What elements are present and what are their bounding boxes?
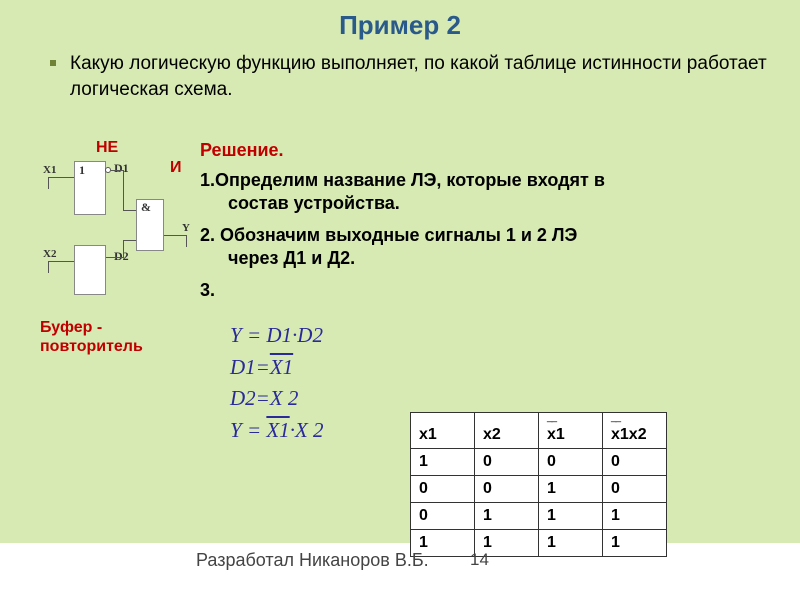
sol1-line2: состав устройства. <box>200 192 760 215</box>
cell: 1 <box>603 503 667 530</box>
th-3: __ x1x2 <box>603 413 667 449</box>
wire-d1-v <box>123 170 124 210</box>
sol1-num: 1. <box>200 170 215 190</box>
th0-txt: x1 <box>419 426 437 443</box>
solution-item-3: 3. <box>200 279 760 302</box>
sol2-line2: через Д1 и Д2. <box>200 247 760 270</box>
cell: 1 <box>603 530 667 557</box>
f1-lhs: Y <box>230 323 242 347</box>
f3-lhs: D2 <box>230 386 256 410</box>
page-number: 14 <box>470 550 489 570</box>
wire-d2-v <box>123 240 124 258</box>
wire-x2-tick <box>48 261 49 273</box>
slide-title: Пример 2 <box>0 0 800 41</box>
f2-lhs: D1 <box>230 355 256 379</box>
cell: 0 <box>411 476 475 503</box>
cell: 1 <box>539 530 603 557</box>
solution-block: Решение. 1.Определим название ЛЭ, которы… <box>200 140 760 310</box>
solution-item-1: 1.Определим название ЛЭ, которые входят … <box>200 169 760 216</box>
wire-d1-h <box>111 170 123 171</box>
sol3-num: 3. <box>200 280 215 300</box>
table-header-row: x1 x2 __ x1 __ x1x2 <box>411 413 667 449</box>
slide: Пример 2 Какую логическую функцию выполн… <box>0 0 800 543</box>
label-d1: D1 <box>114 161 129 176</box>
wire-y-tick <box>186 235 187 247</box>
label-x2: X2 <box>43 248 56 260</box>
wire-y <box>164 235 186 236</box>
label-not: НЕ <box>96 139 118 157</box>
th1-txt: x2 <box>483 426 501 443</box>
wire-x1-tick <box>48 177 49 189</box>
cell: 1 <box>411 449 475 476</box>
cell: 1 <box>475 503 539 530</box>
solution-item-2: 2. Обозначим выходные сигналы 1 и 2 ЛЭ ч… <box>200 224 760 271</box>
label-x1: X1 <box>43 164 56 176</box>
f1-a: D1 <box>266 323 292 347</box>
formula-4: Y = X1·X 2 <box>230 415 324 447</box>
th-0: x1 <box>411 413 475 449</box>
table-row: 0 0 1 0 <box>411 476 667 503</box>
th3-txt: x1x2 <box>611 426 647 443</box>
label-and: И <box>170 159 182 177</box>
gate-buffer <box>74 245 106 295</box>
table-row: 1 0 0 0 <box>411 449 667 476</box>
wire-d2-h <box>106 257 123 258</box>
th2-txt: x1 <box>547 426 565 443</box>
wire-x2 <box>48 261 74 262</box>
table-row: 0 1 1 1 <box>411 503 667 530</box>
f1-eq: = <box>247 323 261 347</box>
f1-b: D2 <box>297 323 323 347</box>
sol1-line1: Определим название ЛЭ, которые входят в <box>215 170 605 190</box>
solution-heading: Решение. <box>200 140 760 161</box>
f4-a: X1 <box>266 418 289 442</box>
buffer-caption: Буфер - повторитель <box>40 318 160 356</box>
th-2: __ x1 <box>539 413 603 449</box>
cell: 0 <box>411 503 475 530</box>
th2-ov: __ <box>547 414 556 422</box>
formulas: Y = D1·D2 D1=X1 D2=X 2 Y = X1·X 2 <box>230 320 324 446</box>
wire-d1-to-and <box>123 210 136 211</box>
cell: 1 <box>539 503 603 530</box>
task-row: Какую логическую функцию выполняет, по к… <box>0 41 800 102</box>
th3-ov: __ <box>611 414 620 422</box>
cell: 0 <box>603 476 667 503</box>
wire-x1 <box>48 177 74 178</box>
cell: 0 <box>475 476 539 503</box>
task-text: Какую логическую функцию выполняет, по к… <box>70 51 770 102</box>
not-symbol: 1 <box>79 163 85 178</box>
wire-d2-to-and <box>123 240 136 241</box>
formula-2: D1=X1 <box>230 352 324 384</box>
f2-eq: = <box>256 355 270 379</box>
f4-eq: = <box>247 418 261 442</box>
sol2-line1: Обозначим выходные сигналы 1 и 2 ЛЭ <box>220 225 577 245</box>
formula-1: Y = D1·D2 <box>230 320 324 352</box>
cell: 0 <box>603 449 667 476</box>
formula-3: D2=X 2 <box>230 383 324 415</box>
f3-eq: = <box>256 386 270 410</box>
bullet-icon <box>50 60 56 66</box>
table-row: 1 1 1 1 <box>411 530 667 557</box>
th-1: x2 <box>475 413 539 449</box>
f4-lhs: Y <box>230 418 242 442</box>
f4-b: X 2 <box>295 418 324 442</box>
f3-rhs: X 2 <box>270 386 299 410</box>
sol2-num: 2. <box>200 225 215 245</box>
truth-table: x1 x2 __ x1 __ x1x2 1 0 0 0 0 0 1 0 0 1 1 … <box>410 412 667 557</box>
f2-rhs: X1 <box>270 355 293 379</box>
footer-author: Разработал Никаноров В.Б. <box>196 550 429 571</box>
label-y: Y <box>182 222 190 234</box>
cell: 1 <box>539 476 603 503</box>
and-symbol: & <box>141 200 151 215</box>
logic-diagram: НЕ И 1 X1 D1 X2 D2 & Y <box>40 145 220 315</box>
cell: 0 <box>539 449 603 476</box>
cell: 0 <box>475 449 539 476</box>
